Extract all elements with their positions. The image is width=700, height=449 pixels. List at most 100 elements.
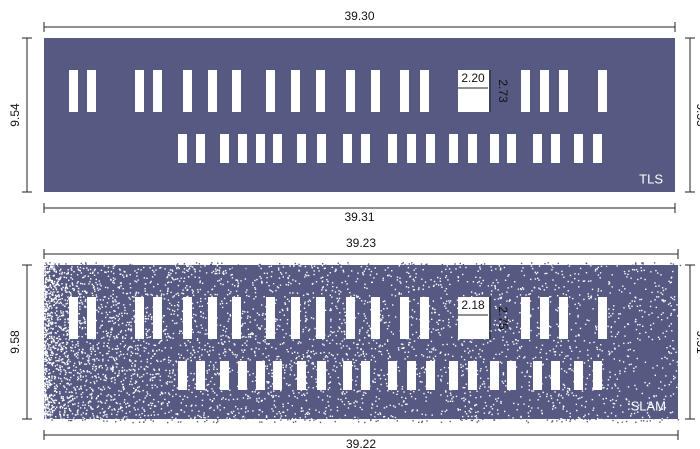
noise-dot — [204, 349, 205, 350]
noise-dot — [482, 350, 483, 351]
noise-dot — [60, 367, 61, 368]
noise-dot — [253, 298, 254, 299]
noise-dot — [454, 388, 455, 389]
noise-dot — [206, 420, 207, 421]
noise-dot — [292, 333, 293, 334]
noise-dot — [221, 339, 222, 340]
noise-dot — [58, 294, 59, 295]
noise-dot — [341, 331, 342, 332]
noise-dot — [613, 309, 614, 310]
noise-dot — [174, 311, 175, 312]
noise-dot — [202, 361, 203, 362]
noise-dot — [54, 281, 55, 282]
noise-dot — [45, 411, 46, 412]
noise-dot — [519, 331, 520, 332]
noise-dot — [403, 348, 404, 349]
window — [371, 70, 380, 112]
noise-dot — [529, 399, 530, 400]
noise-dot — [532, 309, 533, 310]
noise-dot — [589, 374, 590, 375]
noise-dot — [73, 370, 74, 371]
noise-dot — [431, 312, 432, 313]
noise-dot — [313, 387, 314, 388]
noise-dot — [52, 365, 53, 366]
noise-dot — [239, 326, 240, 327]
noise-dot — [611, 413, 612, 414]
noise-dot — [168, 375, 169, 376]
noise-dot — [190, 286, 191, 287]
noise-dot — [577, 308, 578, 309]
noise-dot — [56, 333, 57, 334]
noise-dot — [362, 402, 363, 403]
noise-dot — [250, 321, 251, 322]
noise-dot — [53, 371, 54, 372]
noise-dot — [460, 409, 461, 410]
noise-dot — [427, 357, 428, 358]
noise-dot — [262, 366, 263, 367]
noise-dot — [284, 302, 285, 303]
noise-dot — [637, 358, 638, 359]
noise-dot — [340, 389, 341, 390]
noise-dot — [144, 350, 145, 351]
noise-dot — [635, 422, 636, 423]
noise-dot — [608, 379, 609, 380]
noise-dot — [423, 355, 424, 356]
noise-dot — [484, 337, 485, 338]
noise-dot — [674, 299, 675, 300]
noise-dot — [82, 405, 83, 406]
noise-dot — [661, 314, 662, 315]
noise-dot — [357, 368, 358, 369]
noise-dot — [55, 357, 56, 358]
noise-dot — [542, 345, 543, 346]
noise-dot — [449, 268, 450, 269]
window — [407, 361, 416, 390]
noise-dot — [219, 358, 220, 359]
noise-dot — [44, 337, 45, 338]
noise-dot — [427, 381, 428, 382]
noise-dot — [578, 315, 579, 316]
window — [238, 134, 247, 163]
noise-dot — [368, 368, 369, 369]
window — [69, 70, 78, 112]
noise-dot — [86, 292, 87, 293]
noise-dot — [254, 391, 255, 392]
noise-dot — [51, 357, 52, 358]
noise-dot — [167, 340, 168, 341]
noise-dot — [598, 326, 599, 327]
noise-dot — [68, 420, 69, 421]
noise-dot — [258, 392, 259, 393]
noise-dot — [69, 392, 70, 393]
noise-dot — [575, 367, 576, 368]
noise-dot — [308, 330, 309, 331]
noise-dot — [440, 369, 441, 370]
noise-dot — [361, 266, 362, 267]
noise-dot — [269, 360, 270, 361]
noise-dot — [237, 386, 238, 387]
noise-dot — [280, 285, 281, 286]
noise-dot — [193, 380, 194, 381]
noise-dot — [216, 273, 217, 274]
noise-dot — [232, 352, 233, 353]
noise-dot — [376, 342, 377, 343]
noise-dot — [377, 309, 378, 310]
noise-dot — [567, 304, 568, 305]
noise-dot — [601, 335, 602, 336]
noise-dot — [377, 388, 378, 389]
noise-dot — [323, 286, 324, 287]
noise-dot — [155, 269, 156, 270]
noise-dot — [258, 414, 259, 415]
noise-dot — [92, 413, 93, 414]
noise-dot — [56, 385, 57, 386]
noise-dot — [194, 276, 195, 277]
noise-dot — [138, 340, 139, 341]
noise-dot — [387, 385, 388, 386]
noise-dot — [604, 418, 605, 419]
noise-dot — [567, 388, 568, 389]
noise-dot — [656, 296, 657, 297]
noise-dot — [385, 322, 386, 323]
noise-dot — [273, 376, 274, 377]
noise-dot — [330, 334, 331, 335]
noise-dot — [626, 276, 627, 277]
noise-dot — [62, 358, 63, 359]
noise-dot — [107, 287, 108, 288]
